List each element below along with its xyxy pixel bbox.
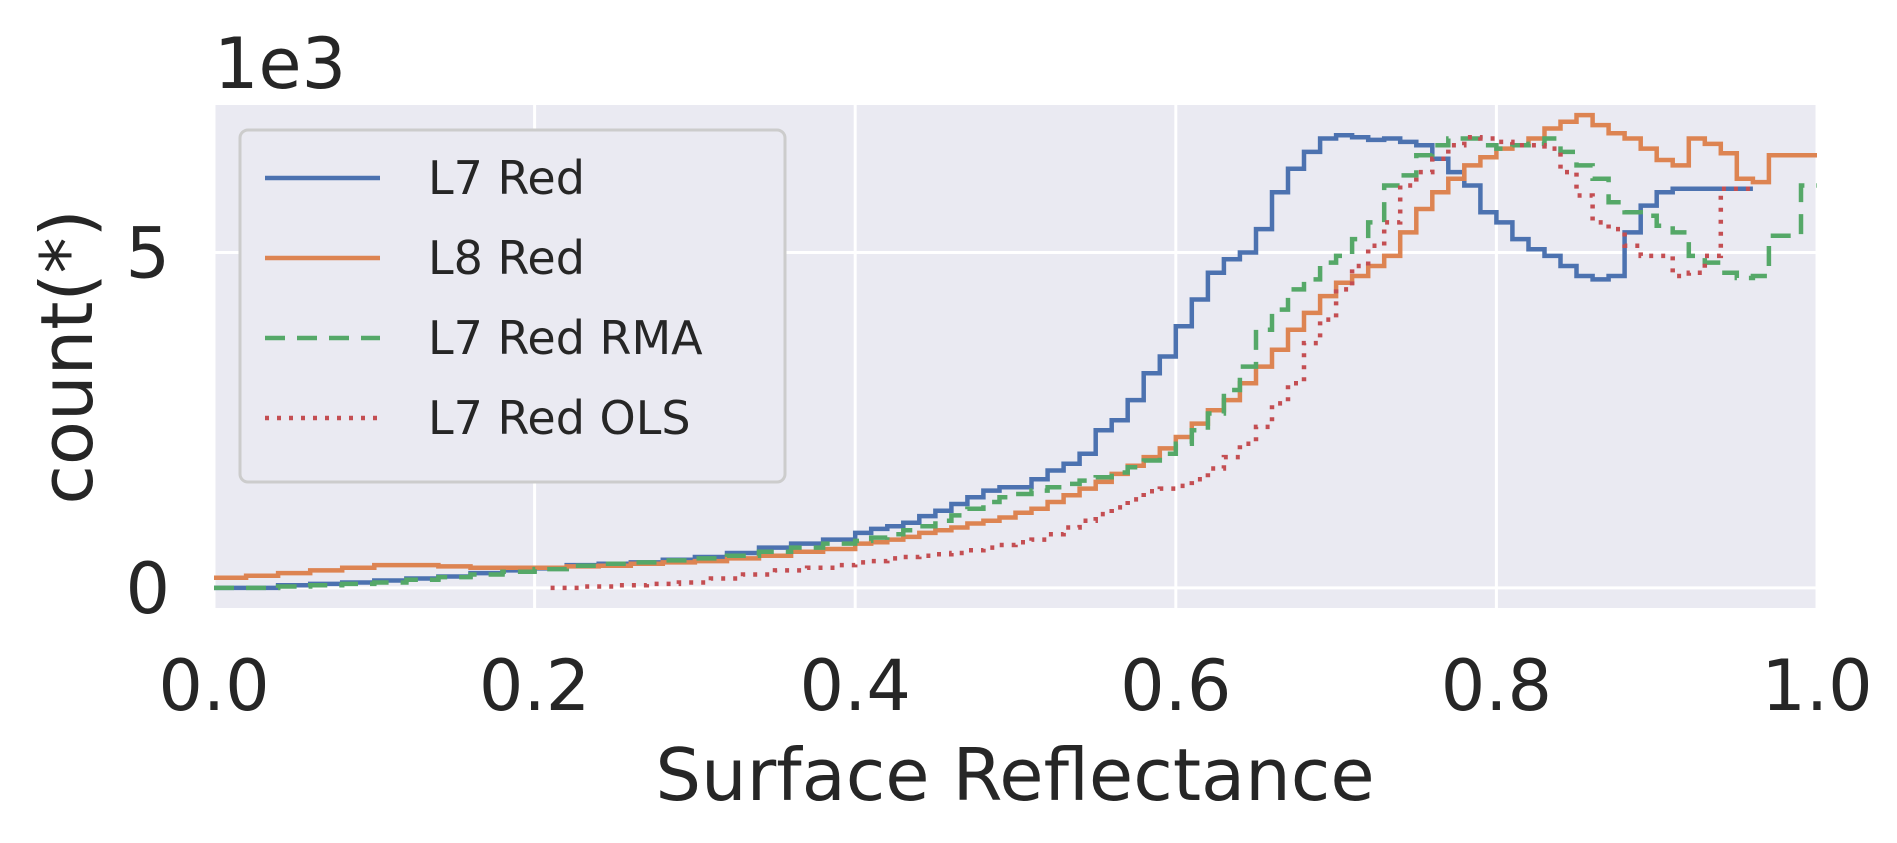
x-tick-label: 0.8 xyxy=(1441,645,1552,727)
legend-label: L8 Red xyxy=(428,231,585,285)
series-layer xyxy=(214,112,1817,591)
y-tick-label: 5 xyxy=(125,213,170,295)
legend-label: L7 Red RMA xyxy=(428,311,703,365)
y-tick-label: 0 xyxy=(125,548,170,630)
x-tick-label: 0.4 xyxy=(800,645,911,727)
x-tick-label: 0.6 xyxy=(1120,645,1231,727)
y-axis-ticks: 05 xyxy=(125,213,170,630)
legend-box xyxy=(238,128,787,484)
series-line-4 xyxy=(550,134,1753,591)
series-line-3 xyxy=(214,136,1817,591)
legend-label: L7 Red xyxy=(428,151,585,205)
x-tick-label: 0.2 xyxy=(479,645,590,727)
x-tick-label: 0.0 xyxy=(158,645,269,727)
x-axis-ticks: 0.0 0.2 0.4 0.6 0.8 1.0 xyxy=(158,645,1872,727)
legend: L7 Red L8 Red L7 Red RMA L7 Red OLS xyxy=(238,128,787,484)
y-axis-label: count(*) xyxy=(25,209,109,504)
legend-label: L7 Red OLS xyxy=(428,391,691,445)
x-tick-label: 1.0 xyxy=(1761,645,1872,727)
x-axis-label: Surface Reflectance xyxy=(655,733,1374,817)
y-offset-label: 1e3 xyxy=(214,23,346,105)
